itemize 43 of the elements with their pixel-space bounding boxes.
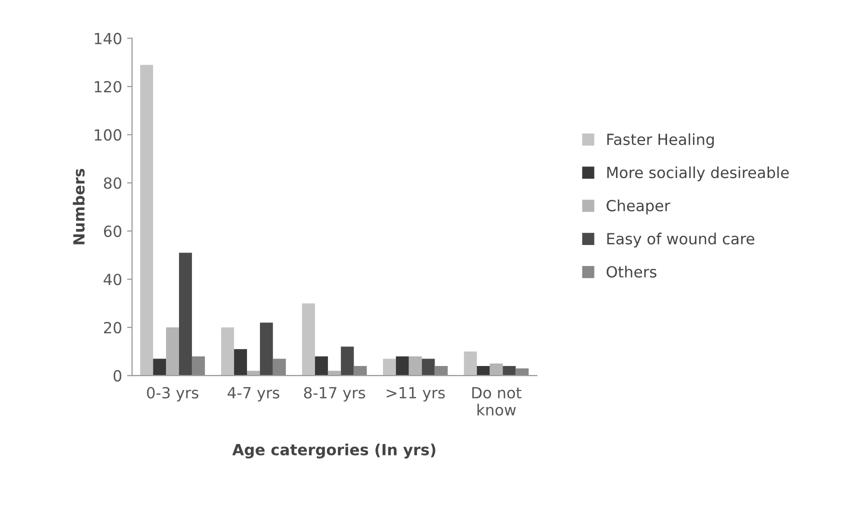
legend-label: Others bbox=[606, 266, 656, 278]
bar bbox=[354, 366, 367, 376]
x-tick-label: Do not know bbox=[472, 387, 522, 416]
bar bbox=[192, 356, 205, 376]
y-axis-title: Numbers bbox=[72, 168, 85, 244]
bar bbox=[476, 366, 490, 376]
bar bbox=[382, 358, 396, 376]
bar bbox=[302, 303, 315, 376]
y-tick-label: 120 bbox=[94, 80, 122, 93]
x-tick-label: 8-17 yrs bbox=[304, 386, 366, 402]
y-tick-label: 80 bbox=[104, 177, 122, 189]
legend-label: Cheaper bbox=[606, 200, 670, 214]
bar bbox=[153, 358, 166, 376]
bar bbox=[234, 349, 247, 376]
legend-label: Easy of wound care bbox=[607, 232, 754, 248]
bar bbox=[340, 346, 354, 376]
bar bbox=[272, 358, 286, 376]
bar bbox=[502, 366, 516, 376]
bar bbox=[260, 322, 273, 376]
x-tick-label: 4-7 yrs bbox=[228, 387, 280, 402]
y-tick-label: 100 bbox=[94, 129, 122, 141]
bar bbox=[396, 356, 409, 376]
bar bbox=[314, 356, 328, 376]
y-tick-label: 0 bbox=[114, 370, 122, 382]
bar bbox=[166, 327, 180, 376]
bar bbox=[408, 356, 422, 376]
bar bbox=[434, 366, 448, 376]
legend-label: Faster Healing bbox=[607, 133, 714, 148]
x-axis-title: Age catergories (In yrs) bbox=[232, 444, 436, 458]
x-tick-label: >11 yrs bbox=[386, 387, 445, 402]
bar bbox=[179, 252, 192, 376]
bar bbox=[490, 364, 503, 376]
bar bbox=[221, 327, 234, 376]
legend-label: More socially desireable bbox=[607, 166, 789, 182]
bar bbox=[464, 351, 477, 376]
y-tick-label: 40 bbox=[104, 274, 122, 286]
bar bbox=[422, 358, 435, 376]
bar bbox=[516, 368, 529, 376]
x-tick-label: 0-3 yrs bbox=[146, 386, 198, 402]
y-tick-label: 60 bbox=[104, 226, 122, 238]
y-tick-label: 140 bbox=[94, 32, 122, 44]
bar bbox=[140, 64, 154, 376]
y-tick-label: 20 bbox=[104, 322, 122, 334]
